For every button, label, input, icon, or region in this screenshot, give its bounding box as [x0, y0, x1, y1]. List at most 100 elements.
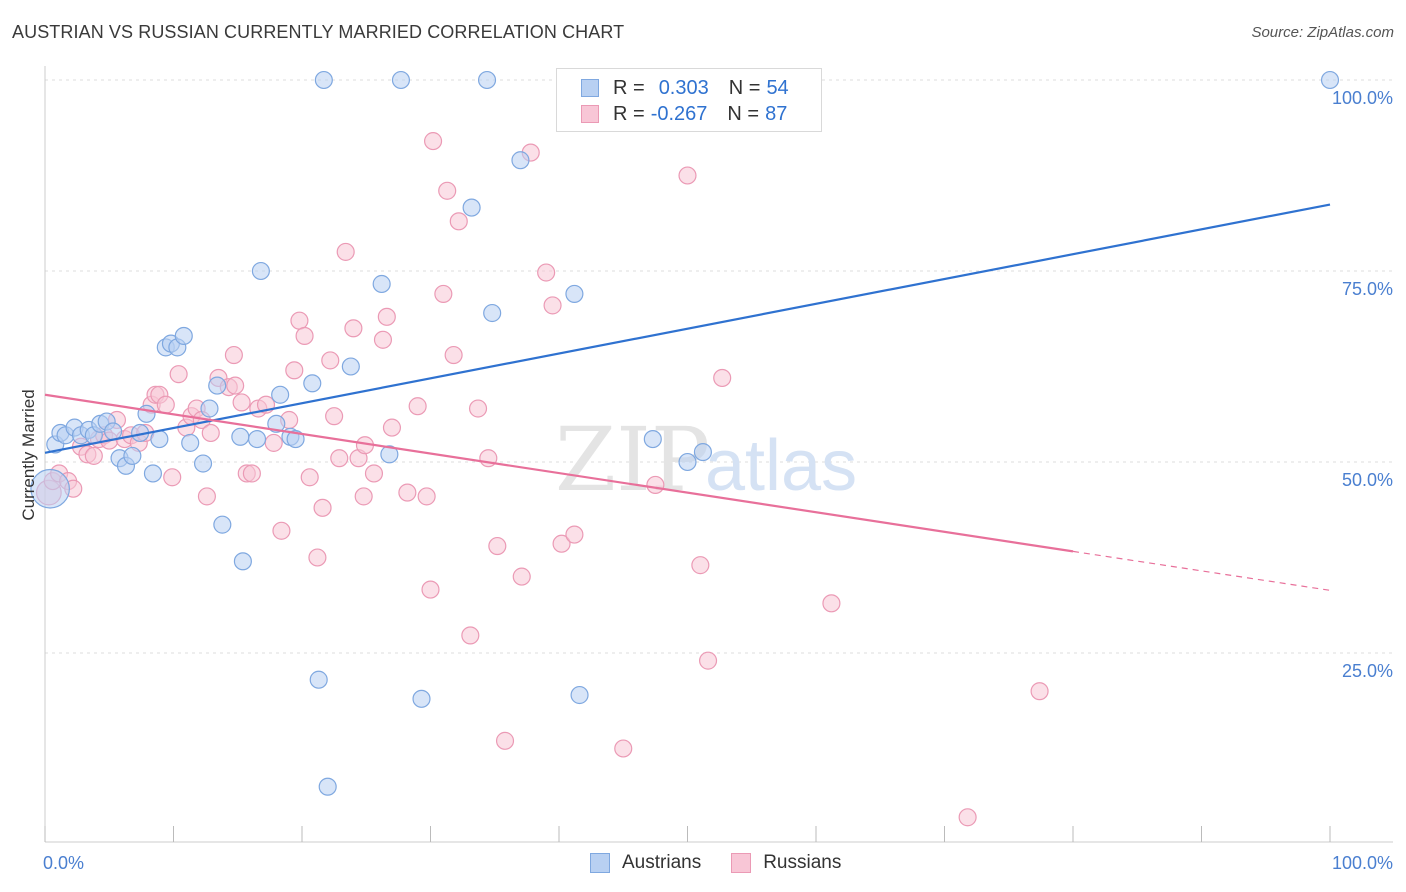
russian-point: [495, 731, 515, 750]
russian-r-value: -0.267: [650, 102, 708, 125]
russian-point: [272, 521, 291, 540]
y-tick-label: 50.0%: [1342, 470, 1393, 490]
russian-point: [300, 468, 319, 487]
austrian-point: [150, 430, 169, 449]
russian-point: [543, 296, 562, 315]
y-axis-label: Currently Married: [19, 389, 38, 520]
austrian-point: [143, 464, 163, 483]
russian-point: [382, 418, 402, 437]
russian-point: [313, 498, 332, 517]
russian-point: [398, 483, 417, 502]
russian-point: [646, 475, 665, 494]
austrian-point: [483, 303, 502, 323]
austrian-trendline: [44, 203, 1331, 454]
y-tick-label: 25.0%: [1342, 661, 1393, 681]
russian-point: [698, 651, 718, 670]
austrian-point: [286, 430, 305, 449]
legend-row-russians: R = -0.267 N = 87: [581, 101, 787, 127]
austrian-point: [200, 399, 219, 418]
austrian-point: [314, 70, 333, 90]
austrians-swatch: [590, 853, 610, 873]
y-tick-label: 75.0%: [1342, 279, 1393, 299]
austrian-point: [181, 433, 200, 452]
russian-point: [242, 464, 261, 483]
austrian-point: [309, 670, 328, 689]
austrian-r-label: R =: [613, 76, 645, 99]
russian-point: [691, 556, 710, 575]
russian-point: [565, 525, 584, 544]
y-tick-label: 100.0%: [1332, 88, 1393, 108]
austrian-point: [462, 198, 481, 217]
austrian-point: [267, 414, 286, 433]
austrian-point: [565, 284, 584, 303]
russian-trendline: [44, 393, 1074, 553]
austrian-point: [412, 689, 431, 708]
austrian-point: [318, 777, 337, 796]
austrian-point: [341, 357, 360, 376]
austrian-point: [213, 515, 232, 534]
axes: [44, 66, 1393, 843]
austrian-point: [30, 468, 70, 509]
austrian-point: [643, 430, 662, 449]
russian-point: [614, 739, 633, 758]
russian-point: [417, 487, 436, 506]
russian-point: [354, 487, 373, 506]
austrian-point: [193, 454, 213, 473]
russian-points: [35, 132, 1049, 827]
russians-label: Russians: [763, 852, 842, 873]
tick-labels: 25.0% 50.0% 75.0% 100.0% 0.0% 100.0%: [43, 88, 1393, 873]
russian-point: [156, 395, 175, 414]
russian-point: [822, 594, 841, 613]
austrian-point: [380, 445, 399, 464]
austrian-point: [251, 261, 270, 281]
austrian-point: [233, 552, 252, 571]
austrian-point: [231, 427, 250, 446]
source-credit: Source: ZipAtlas.com: [1251, 24, 1394, 41]
russian-point: [373, 330, 393, 349]
russian-point: [290, 311, 309, 330]
russian-point: [201, 423, 220, 443]
russian-point: [364, 464, 384, 483]
russian-point: [552, 534, 571, 553]
russian-point: [468, 399, 488, 418]
russian-point: [713, 368, 732, 388]
legend-item-austrians[interactable]: Austrians: [590, 852, 701, 874]
x-tick-label: 0.0%: [43, 853, 84, 873]
austrian-point: [391, 70, 411, 90]
austrian-swatch: [581, 79, 599, 97]
russian-swatch: [581, 105, 599, 123]
chart-title: AUSTRIAN VS RUSSIAN CURRENTLY MARRIED CO…: [12, 22, 625, 42]
watermark-atlas: atlas: [705, 426, 857, 506]
russian-point: [169, 365, 188, 384]
austrians-label: Austrians: [622, 852, 702, 873]
russian-point: [325, 407, 344, 426]
russian-point: [444, 345, 463, 365]
austrian-point: [104, 422, 123, 441]
russian-point: [434, 284, 453, 303]
russian-point: [264, 433, 283, 452]
russian-point: [537, 263, 556, 282]
russian-point: [344, 319, 363, 338]
austrian-point: [137, 404, 156, 423]
russian-point: [488, 536, 507, 556]
russian-point: [330, 449, 349, 468]
russian-point: [336, 242, 355, 261]
legend-item-russians[interactable]: Russians: [731, 852, 841, 874]
series-legend: Austrians Russians: [590, 852, 871, 874]
austrian-point: [477, 70, 497, 90]
russian-r-label: R =: [613, 102, 645, 125]
austrian-point: [208, 376, 227, 395]
austrian-point: [247, 430, 267, 449]
russian-point: [408, 397, 427, 416]
russian-point: [308, 548, 327, 567]
austrian-point: [678, 452, 697, 472]
russian-point: [321, 351, 340, 370]
russian-point: [678, 166, 697, 185]
russian-point: [295, 326, 314, 346]
russian-point: [377, 307, 396, 326]
russian-point: [512, 567, 531, 586]
austrian-point: [570, 685, 589, 705]
x-tick-label: 100.0%: [1332, 853, 1393, 873]
austrian-point: [511, 151, 530, 170]
